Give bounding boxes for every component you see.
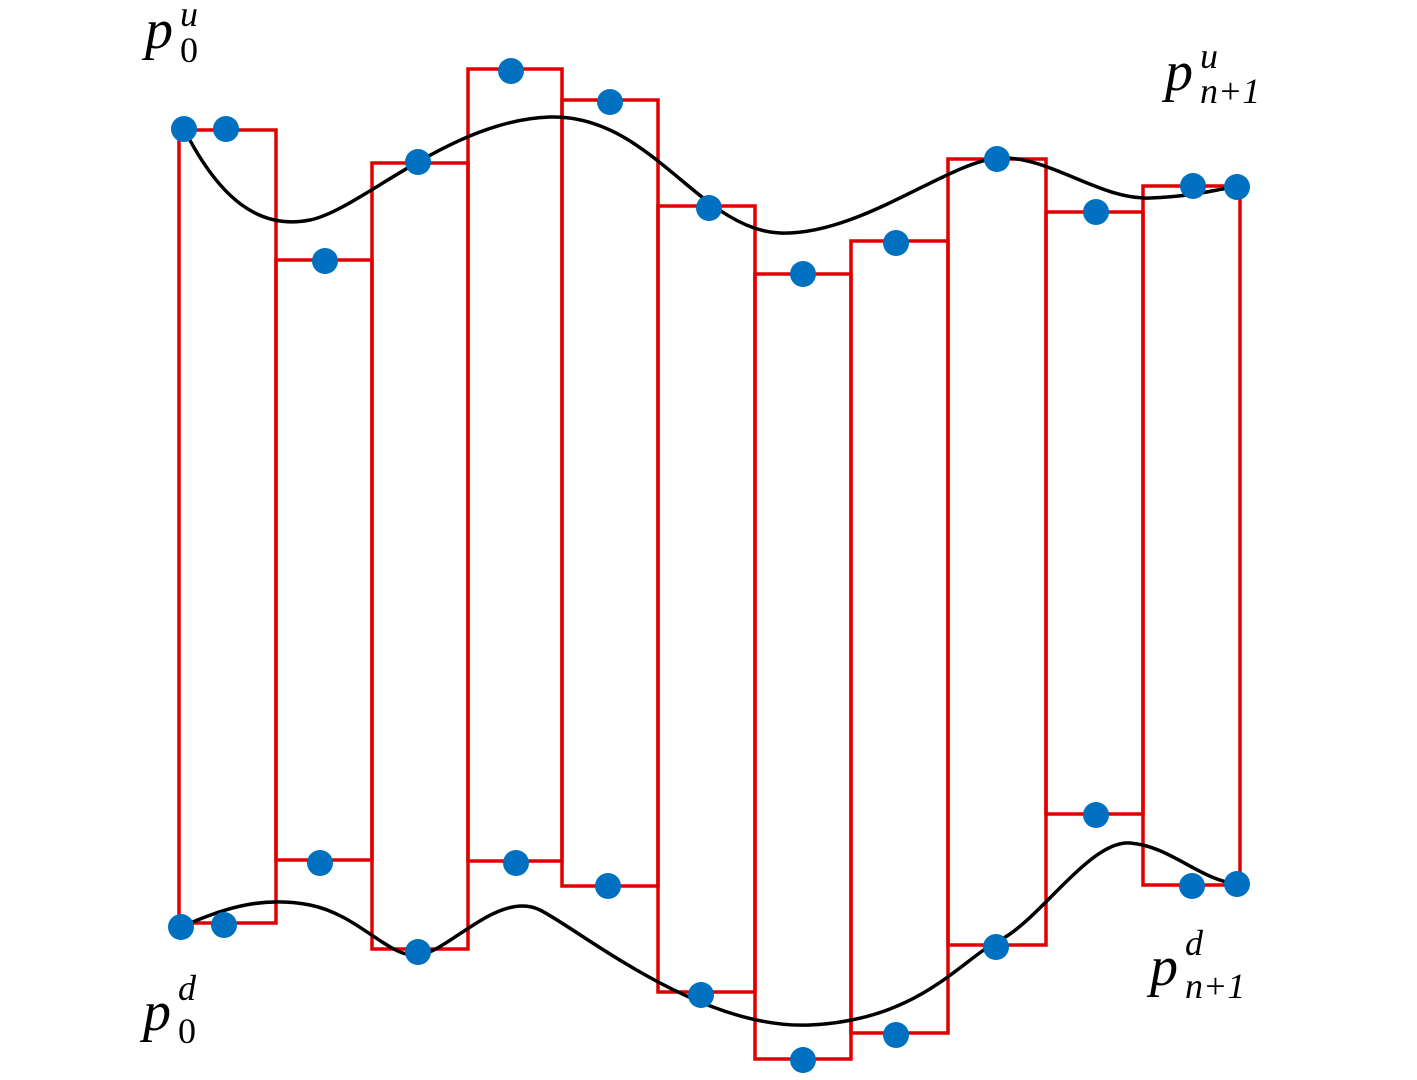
point bbox=[1224, 174, 1250, 200]
point bbox=[307, 850, 333, 876]
label-base: p bbox=[139, 981, 171, 1043]
point bbox=[405, 149, 431, 175]
point bbox=[696, 195, 722, 221]
box bbox=[370, 161, 470, 951]
point bbox=[790, 1047, 816, 1073]
point bbox=[983, 934, 1009, 960]
box bbox=[1141, 184, 1242, 887]
label-base: p bbox=[1146, 936, 1178, 998]
point bbox=[1083, 199, 1109, 225]
label-base: p bbox=[141, 0, 173, 61]
point bbox=[688, 982, 714, 1008]
label: p d n+1 bbox=[1146, 923, 1245, 1006]
point bbox=[168, 914, 194, 940]
label: p d 0 bbox=[139, 968, 200, 1051]
label-sup: u bbox=[180, 0, 198, 34]
point bbox=[171, 116, 197, 142]
box bbox=[560, 98, 660, 888]
label-sub: 0 bbox=[178, 1011, 196, 1051]
labels: p u 0 p u n+1 p d 0 p d n+1 bbox=[139, 0, 1260, 1051]
label-sup: d bbox=[178, 968, 197, 1008]
box bbox=[466, 67, 564, 863]
box bbox=[656, 204, 757, 994]
point bbox=[312, 248, 338, 274]
label: p u 0 bbox=[141, 0, 202, 70]
box bbox=[946, 157, 1048, 947]
point bbox=[984, 146, 1010, 172]
label-sub: n+1 bbox=[1185, 966, 1245, 1006]
point bbox=[213, 116, 239, 142]
point bbox=[1224, 871, 1250, 897]
point bbox=[405, 939, 431, 965]
point bbox=[883, 1022, 909, 1048]
label-sub: n+1 bbox=[1200, 71, 1260, 111]
label-base: p bbox=[1161, 41, 1193, 103]
point bbox=[503, 850, 529, 876]
point bbox=[595, 873, 621, 899]
label-sup: u bbox=[1200, 36, 1218, 76]
point bbox=[1179, 873, 1205, 899]
box bbox=[753, 272, 853, 1061]
point bbox=[790, 261, 816, 287]
point bbox=[498, 58, 524, 84]
point bbox=[883, 230, 909, 256]
upper-curve bbox=[182, 115, 1238, 235]
points bbox=[168, 58, 1250, 1073]
label: p u n+1 bbox=[1161, 36, 1260, 111]
point bbox=[1083, 802, 1109, 828]
label-sub: 0 bbox=[180, 30, 198, 70]
box bbox=[177, 128, 278, 925]
point bbox=[597, 89, 623, 115]
box bbox=[274, 258, 374, 862]
box bbox=[849, 239, 950, 1035]
point bbox=[1180, 173, 1206, 199]
label-sup: d bbox=[1185, 923, 1204, 963]
box bbox=[1044, 210, 1145, 816]
point bbox=[211, 912, 237, 938]
